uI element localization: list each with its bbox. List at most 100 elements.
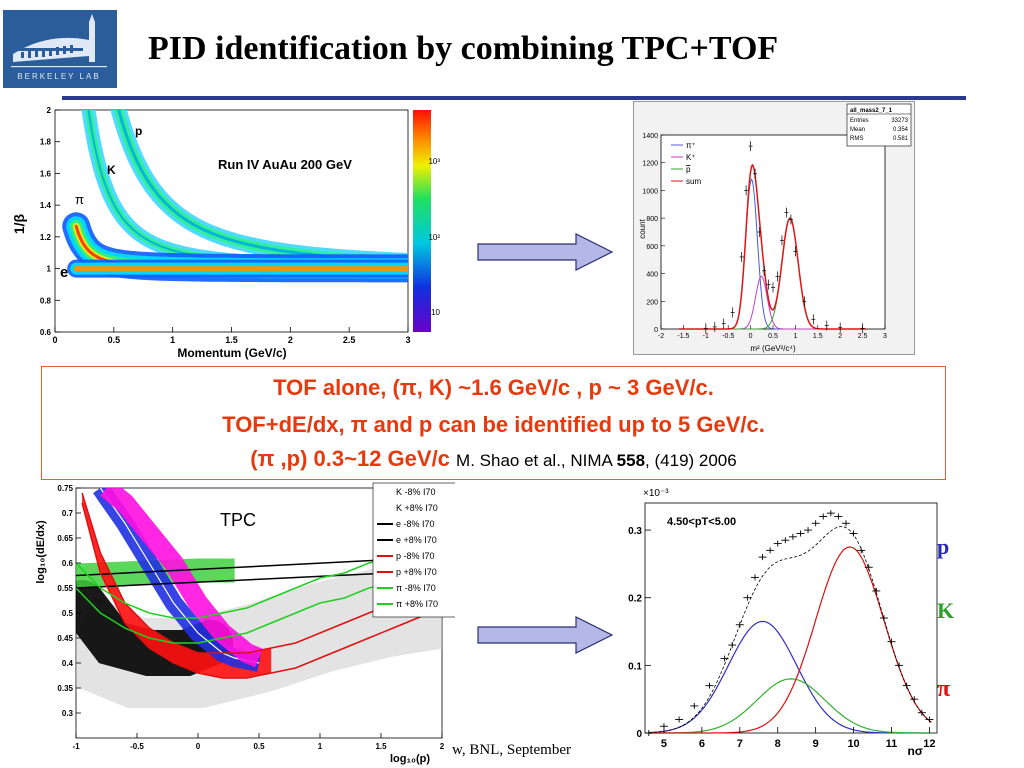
x-axis-title: m² (GeV²/c⁴)	[750, 344, 796, 353]
p-minus-curve	[81, 502, 442, 679]
y-tick-label: 0.75	[57, 484, 73, 493]
x-tick-label: 0	[196, 742, 201, 751]
band-label-k: K	[107, 163, 116, 177]
y-tick-label: 0.65	[57, 534, 73, 543]
run-label: Run IV AuAu 200 GeV	[218, 157, 352, 172]
x-tick-label: -1.5	[677, 333, 689, 340]
legend-item: p -8% I70	[396, 551, 435, 561]
x-tick-label: 0	[749, 333, 753, 340]
peak-label-k: K	[937, 598, 955, 623]
curve-K	[648, 678, 932, 734]
reference-authors: M. Shao et al., NIMA	[456, 451, 617, 470]
stats-rms: 0.581	[893, 136, 909, 142]
x-tick-label: -0.5	[130, 742, 144, 751]
tpc-dedx-chart: -1 -0.5 0 0.5 1 1.5 2 0.3 0.35 0.4 0.45 0.5 0.55 0.6 0…	[30, 480, 455, 768]
x-tick-label: 2	[288, 335, 293, 345]
legend-item: K -8% I70	[396, 487, 436, 497]
tpc-label: TPC	[220, 510, 256, 530]
x-tick-label: 10	[847, 738, 859, 750]
x-tick-label: 9	[813, 738, 819, 750]
colorbar	[413, 110, 431, 332]
x-tick-label: 0.5	[108, 335, 121, 345]
x-tick-label: 1.5	[225, 335, 238, 345]
y-tick-label: 600	[646, 244, 658, 251]
plot-area	[660, 134, 886, 330]
scatter-proton-high-band	[100, 488, 263, 668]
y-tick-label: 0.1	[628, 661, 642, 672]
tof-summary-box: TOF alone, (π, K) ~1.6 GeV/c , p ~ 3 GeV…	[41, 366, 946, 480]
x-tick-label: 5	[661, 738, 667, 750]
stats-entries: 33273	[891, 118, 908, 124]
curve-sum	[678, 163, 867, 330]
legend-box	[372, 482, 455, 618]
x-tick-label: 12	[923, 738, 935, 750]
stats-rms-label: RMS	[850, 136, 863, 142]
slide-title: PID identification by combining TPC+TOF	[148, 30, 779, 67]
y-tick-label: 1000	[642, 188, 658, 195]
y-tick-label: 200	[646, 299, 658, 306]
y-tick-label: 1200	[642, 161, 658, 168]
y-tick-label: 0.6	[62, 559, 74, 568]
legend-item: K +8% I70	[396, 503, 438, 513]
scatter-pion-cloud	[76, 580, 234, 676]
x-tick-label: 8	[775, 738, 781, 750]
x-tick-label: 1	[170, 335, 175, 345]
x-tick-label: 2.5	[343, 335, 356, 345]
legend-pi: π⁺	[686, 141, 696, 150]
beta-vs-momentum-chart: 0 0.5 1 1.5 2 2.5 3 0.6 0.8 1 1.2 1.4 1.6 1.8 2 10³ 10…	[11, 106, 440, 360]
stats-mean-label: Mean	[850, 127, 865, 133]
x-tick-label: 0.5	[253, 742, 265, 751]
legend-item: π -8% I70	[396, 583, 436, 593]
y-tick-label: 2	[47, 106, 52, 115]
x-tick-label: 7	[737, 738, 743, 750]
summary-line-2: TOF+dE/dx, π and p can be identified up …	[222, 412, 765, 437]
band-label-e: e	[60, 264, 68, 281]
y-axis-title: 1/β	[11, 213, 27, 234]
legend-k: K⁺	[686, 153, 696, 162]
peak-label-pi: π	[937, 676, 951, 702]
x-axis-title: log₁₀(p)	[390, 753, 430, 765]
y-axis-title: log₁₀(dE/dx)	[35, 520, 47, 584]
stats-mean: 0.354	[893, 127, 909, 133]
y-tick-label: 0.7	[62, 509, 74, 518]
band-label-p: p	[135, 124, 142, 138]
mass-squared-chart: -2 -1.5 -1 -0.5 0 0.5 1 1.5 2 2.5 3 0 200 400 600 800 10…	[633, 101, 915, 355]
x-tick-label: -2	[658, 333, 664, 340]
y-tick-label: 0.3	[62, 709, 74, 718]
legend-sum: sum	[686, 177, 701, 186]
x-tick-label: -1	[72, 742, 80, 751]
x-tick-label: 3	[405, 335, 410, 345]
curve-p	[648, 620, 932, 734]
summary-line-3: (π ,p) 0.3~12 GeV/c M. Shao et al., NIMA…	[42, 446, 945, 472]
colorbar-tick-100: 10²	[428, 233, 440, 242]
x-tick-label: 2	[838, 333, 842, 340]
colorbar-tick-10: 10	[431, 308, 440, 317]
legend: K -8% I70 K +8% I70 e -8% I70 e +8% I70 p -8…	[372, 482, 455, 618]
footer-text: w, BNL, September	[452, 742, 572, 758]
curve-sum	[648, 526, 932, 733]
x-tick-label: 1	[793, 333, 797, 340]
x-tick-label: -1	[703, 333, 709, 340]
legend-item: p +8% I70	[396, 567, 437, 577]
legend-item: π +8% I70	[396, 599, 438, 609]
legend: π⁺ K⁺ p sum	[671, 141, 701, 186]
y-tick-label: 1400	[642, 133, 658, 140]
legend-item: e -8% I70	[396, 519, 435, 529]
y-tick-label: 1.2	[40, 233, 52, 242]
y-tick-label: 0.4	[62, 659, 74, 668]
y-tick-label: 0	[654, 327, 658, 334]
colorbar-tick-1000: 10³	[428, 157, 440, 166]
plot-area	[54, 109, 409, 333]
x-tick-label: 0	[52, 335, 57, 345]
y-tick-label: 1.6	[40, 169, 52, 178]
title-rule	[62, 96, 966, 100]
x-tick-label: 11	[886, 738, 898, 750]
y-tick-label: 400	[646, 272, 658, 279]
x-tick-label: 2	[440, 742, 445, 751]
x-axis-title: Momentum (GeV/c)	[177, 346, 286, 360]
legend-pbar: p	[686, 165, 691, 174]
x-tick-label: 6	[699, 738, 705, 750]
stats-entries-label: Entries	[850, 118, 869, 124]
y-axis-title: count	[638, 218, 647, 238]
